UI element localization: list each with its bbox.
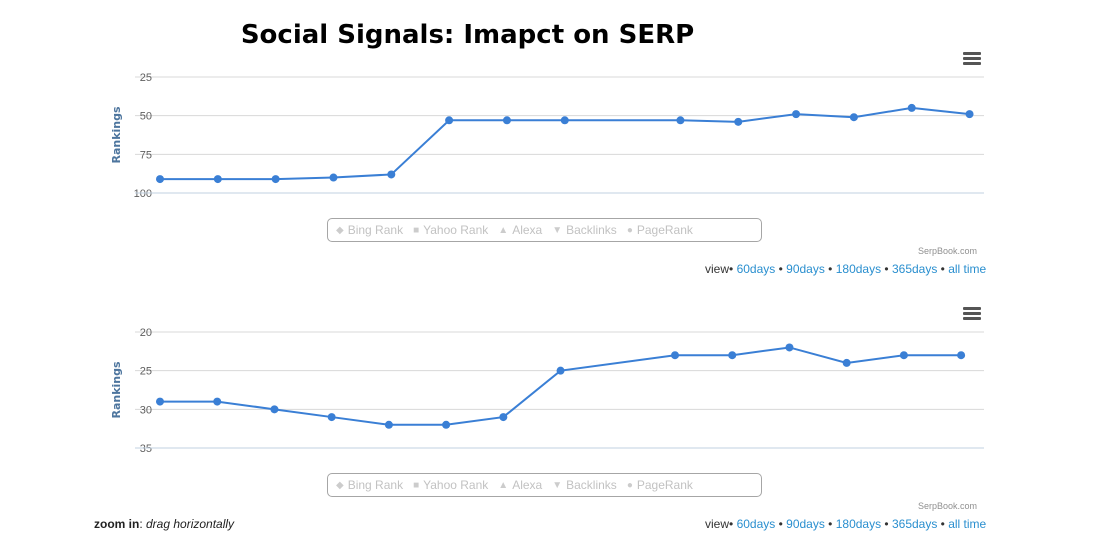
credits-link[interactable]: SerpBook.com bbox=[918, 501, 978, 511]
view-90days-link[interactable]: 90days bbox=[786, 262, 825, 276]
triangle-icon: ▲ bbox=[498, 224, 509, 236]
data-point bbox=[213, 397, 222, 406]
data-point bbox=[270, 405, 279, 414]
view-90days-link[interactable]: 90days bbox=[786, 517, 825, 531]
view-365days-link[interactable]: 365days bbox=[891, 262, 938, 276]
legend-item-alexa[interactable]: ▲ Alexa bbox=[498, 478, 543, 492]
series-line bbox=[160, 346, 962, 426]
data-point bbox=[899, 351, 908, 360]
legend-item-alexa[interactable]: ▲ Alexa bbox=[498, 223, 543, 237]
square-icon: ■ bbox=[413, 224, 420, 236]
menu-icon[interactable] bbox=[963, 52, 981, 66]
view-180days-link[interactable]: 180days bbox=[835, 517, 882, 531]
data-point bbox=[907, 103, 916, 112]
legend-item-yahoo[interactable]: ■ Yahoo Rank bbox=[413, 223, 489, 237]
ranking-chart-2: 20 25 30 35 Rankings ◆ Bing Rank ■ Yahoo Rank … bbox=[0, 300, 1103, 542]
data-point bbox=[785, 343, 794, 352]
ranking-chart-1: 25 50 75 100 Rankings ◆ Bing Rank ■ Yahoo Rank… bbox=[0, 0, 1103, 285]
view-alltime-link[interactable]: all time bbox=[948, 262, 987, 276]
circle-icon: ● bbox=[626, 479, 633, 491]
data-point bbox=[734, 117, 743, 126]
data-point bbox=[676, 116, 685, 125]
data-point bbox=[327, 413, 336, 422]
view-180days-link[interactable]: 180days bbox=[835, 262, 882, 276]
data-point bbox=[156, 397, 164, 406]
data-point bbox=[442, 420, 451, 429]
data-point bbox=[560, 116, 569, 125]
circle-icon: ● bbox=[626, 224, 633, 236]
diamond-icon: ◆ bbox=[336, 224, 344, 236]
view-365days-link[interactable]: 365days bbox=[891, 517, 938, 531]
view-60days-link[interactable]: 60days bbox=[736, 262, 776, 276]
data-point bbox=[502, 116, 511, 125]
y-tick-label: 20 bbox=[140, 327, 152, 339]
data-point bbox=[792, 110, 801, 119]
legend-item-yahoo[interactable]: ■ Yahoo Rank bbox=[413, 478, 489, 492]
y-tick-label: 25 bbox=[140, 366, 152, 378]
view-60days-link[interactable]: 60days bbox=[736, 517, 776, 531]
legend-item-backlinks[interactable]: ▼ Backlinks bbox=[552, 478, 617, 492]
y-axis-title: Rankings bbox=[110, 361, 123, 419]
data-point bbox=[213, 175, 222, 184]
data-point bbox=[671, 351, 679, 360]
data-point bbox=[849, 113, 858, 122]
view-alltime-link[interactable]: all time bbox=[948, 517, 987, 531]
y-tick-label: 25 bbox=[140, 72, 152, 84]
y-tick-label: 30 bbox=[140, 404, 152, 416]
series-line bbox=[160, 106, 970, 181]
credits-link[interactable]: SerpBook.com bbox=[918, 246, 978, 256]
triangle-icon: ▲ bbox=[498, 479, 509, 491]
data-point bbox=[384, 420, 393, 429]
view-range-bar: view• 60days • 90days • 180days • 365day… bbox=[705, 517, 987, 531]
data-point bbox=[329, 173, 338, 182]
page-title: Social Signals: Imapct on SERP bbox=[240, 20, 695, 50]
y-tick-label: 75 bbox=[140, 149, 152, 161]
data-point bbox=[965, 110, 974, 119]
data-point bbox=[156, 175, 164, 184]
data-point bbox=[387, 170, 396, 179]
legend-item-bing[interactable]: ◆ Bing Rank bbox=[336, 478, 404, 492]
chart-plot-1[interactable]: 25 50 75 100 Rankings bbox=[0, 0, 1103, 285]
triangle-down-icon: ▼ bbox=[552, 479, 563, 491]
zoom-hint: zoom in: drag horizontally bbox=[94, 517, 235, 531]
legend-item-bing[interactable]: ◆ Bing Rank bbox=[336, 223, 404, 237]
legend-item-pagerank[interactable]: ● PageRank bbox=[626, 478, 693, 492]
menu-icon[interactable] bbox=[963, 307, 981, 321]
y-tick-label: 35 bbox=[140, 443, 152, 455]
data-point bbox=[957, 351, 966, 360]
legend-item-backlinks[interactable]: ▼ Backlinks bbox=[552, 223, 617, 237]
data-point bbox=[499, 413, 508, 422]
triangle-down-icon: ▼ bbox=[552, 224, 563, 236]
diamond-icon: ◆ bbox=[336, 479, 344, 491]
data-point bbox=[556, 366, 565, 375]
y-axis-title: Rankings bbox=[110, 106, 123, 164]
legend-item-pagerank[interactable]: ● PageRank bbox=[626, 223, 693, 237]
data-point bbox=[842, 358, 851, 367]
y-tick-label: 50 bbox=[140, 111, 152, 123]
chart-plot-2[interactable]: 20 25 30 35 Rankings bbox=[0, 300, 1103, 542]
data-point bbox=[728, 351, 737, 360]
square-icon: ■ bbox=[413, 479, 420, 491]
y-tick-label: 100 bbox=[134, 188, 152, 200]
data-point bbox=[445, 116, 454, 125]
data-point bbox=[271, 175, 280, 184]
view-range-bar: view• 60days • 90days • 180days • 365day… bbox=[705, 262, 987, 276]
chart-legend: ◆ Bing Rank ■ Yahoo Rank ▲ Alexa ▼ Backlinks… bbox=[327, 473, 762, 497]
chart-legend: ◆ Bing Rank ■ Yahoo Rank ▲ Alexa ▼ Backlinks… bbox=[327, 218, 762, 242]
